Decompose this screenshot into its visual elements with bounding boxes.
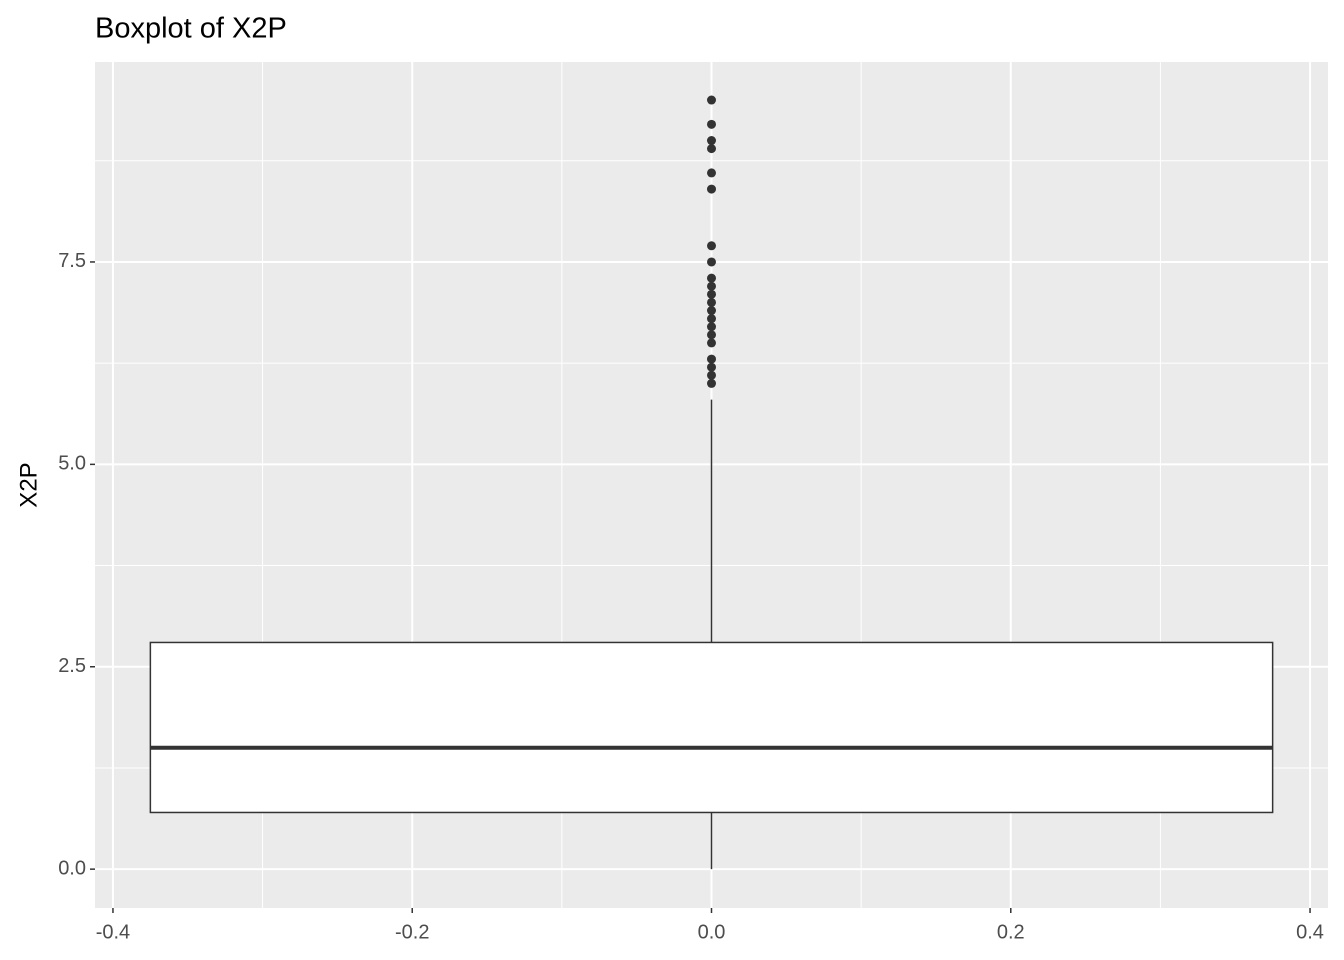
chart-title: Boxplot of X2P xyxy=(95,13,287,45)
x-tick-label: 0.2 xyxy=(997,921,1025,943)
outlier xyxy=(707,289,716,299)
outlier xyxy=(707,330,716,340)
x-tick-label: 0.4 xyxy=(1296,921,1324,943)
y-tick-label: 0.0 xyxy=(58,857,86,879)
outlier xyxy=(707,144,716,154)
outlier xyxy=(707,241,716,251)
outlier xyxy=(707,338,716,348)
y-axis-title: X2P xyxy=(15,462,42,507)
outlier xyxy=(707,370,716,380)
x-tick-label: 0.0 xyxy=(698,921,726,943)
outlier xyxy=(707,257,716,267)
x-tick-label: -0.4 xyxy=(96,921,130,943)
outlier xyxy=(707,273,716,283)
x-tick-label: -0.2 xyxy=(395,921,429,943)
outlier xyxy=(707,297,716,307)
y-tick-label: 5.0 xyxy=(58,453,86,475)
outlier xyxy=(707,362,716,372)
y-tick-label: 2.5 xyxy=(58,655,86,677)
outlier xyxy=(707,281,716,291)
outlier xyxy=(707,314,716,324)
outlier xyxy=(707,378,716,388)
outlier xyxy=(707,95,716,105)
y-tick-label: 7.5 xyxy=(58,250,86,272)
outlier xyxy=(707,322,716,332)
outlier xyxy=(707,119,716,129)
outlier xyxy=(707,184,716,194)
box xyxy=(149,641,1274,814)
outlier xyxy=(707,136,716,146)
outlier xyxy=(707,168,716,178)
outlier xyxy=(707,354,716,364)
outlier xyxy=(707,306,716,316)
